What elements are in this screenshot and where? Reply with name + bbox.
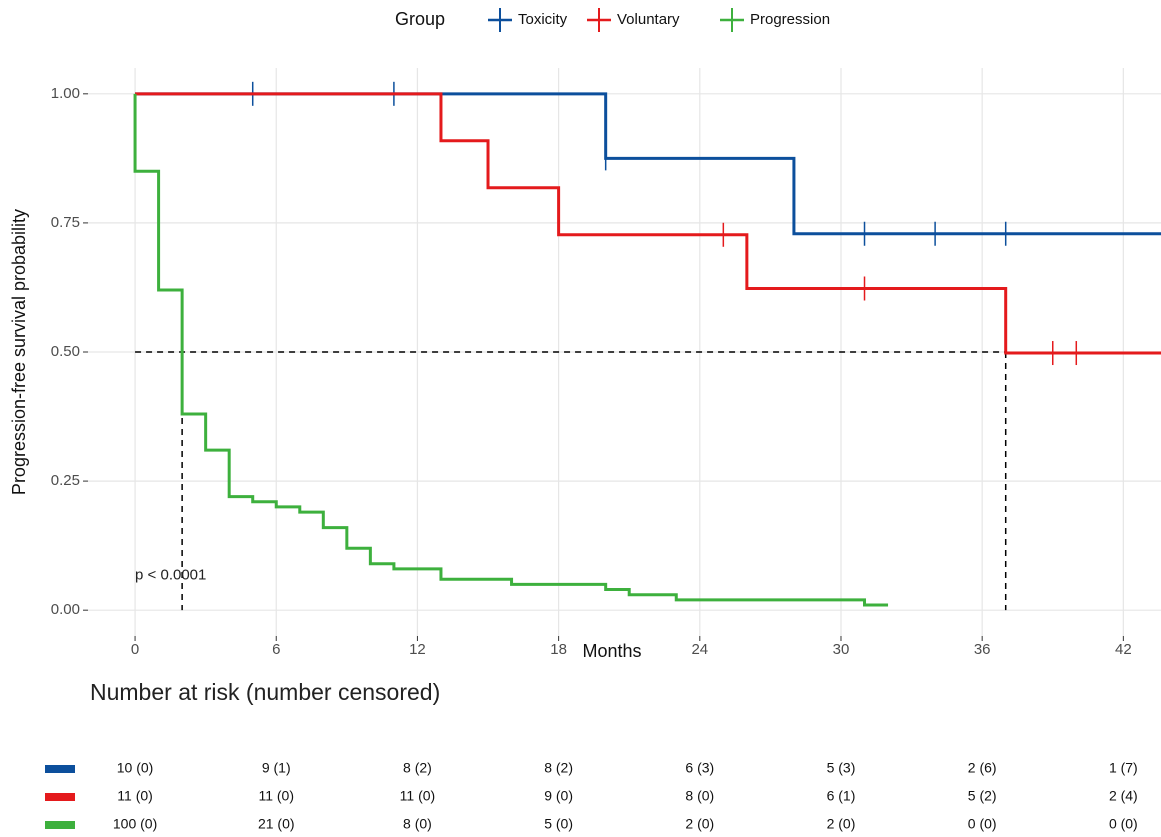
- risk-cell: 100 (0): [113, 816, 157, 832]
- risk-cell: 0 (0): [968, 816, 997, 832]
- survival-curve: [135, 92, 1161, 355]
- risk-cell: 21 (0): [258, 816, 295, 832]
- risk-swatch: [45, 821, 75, 829]
- risk-cell: 5 (2): [968, 788, 997, 804]
- risk-cell: 6 (1): [827, 788, 856, 804]
- risk-cell: 1 (7): [1109, 760, 1138, 776]
- y-tick-label: 1.00: [51, 85, 80, 102]
- y-tick-label: 0.25: [51, 472, 80, 489]
- x-tick-label: 0: [131, 641, 139, 658]
- risk-cell: 9 (1): [262, 760, 291, 776]
- risk-cell: 2 (4): [1109, 788, 1138, 804]
- risk-cell: 9 (0): [544, 788, 573, 804]
- legend-label: Voluntary: [617, 11, 680, 28]
- legend-title: Group: [395, 9, 445, 29]
- risk-cell: 11 (0): [400, 788, 436, 804]
- risk-cell: 8 (0): [685, 788, 714, 804]
- risk-cell: 5 (3): [827, 760, 856, 776]
- x-tick-label: 18: [550, 641, 567, 658]
- risk-cell: 5 (0): [544, 816, 573, 832]
- risk-cell: 11 (0): [258, 788, 294, 804]
- risk-cell: 2 (0): [685, 816, 714, 832]
- legend-label: Toxicity: [518, 11, 568, 28]
- y-tick-label: 0.50: [51, 343, 80, 360]
- risk-cell: 8 (2): [544, 760, 573, 776]
- x-tick-label: 12: [409, 641, 426, 658]
- y-tick-label: 0.00: [51, 601, 80, 618]
- risk-cell: 2 (0): [827, 816, 856, 832]
- x-tick-label: 6: [272, 641, 280, 658]
- risk-cell: 8 (2): [403, 760, 432, 776]
- risk-cell: 2 (6): [968, 760, 997, 776]
- risk-cell: 0 (0): [1109, 816, 1138, 832]
- risk-cell: 11 (0): [117, 788, 153, 804]
- survival-curve: [133, 93, 889, 607]
- risk-table-title: Number at risk (number censored): [90, 679, 440, 705]
- x-axis-title: Months: [582, 641, 641, 661]
- x-tick-label: 42: [1115, 641, 1132, 658]
- risk-cell: 6 (3): [685, 760, 714, 776]
- risk-cell: 8 (0): [403, 816, 432, 832]
- x-tick-label: 30: [833, 641, 850, 658]
- risk-swatch: [45, 765, 75, 773]
- y-axis-title: Progression-free survival probability: [9, 209, 29, 495]
- risk-cell: 10 (0): [117, 760, 154, 776]
- risk-swatch: [45, 793, 75, 801]
- legend-label: Progression: [750, 11, 830, 28]
- y-tick-label: 0.75: [51, 214, 80, 231]
- x-tick-label: 24: [691, 641, 708, 658]
- plot-area: [88, 68, 1161, 636]
- survival-curve: [135, 92, 1161, 236]
- x-tick-label: 36: [974, 641, 991, 658]
- annotation: p < 0.0001: [135, 566, 206, 583]
